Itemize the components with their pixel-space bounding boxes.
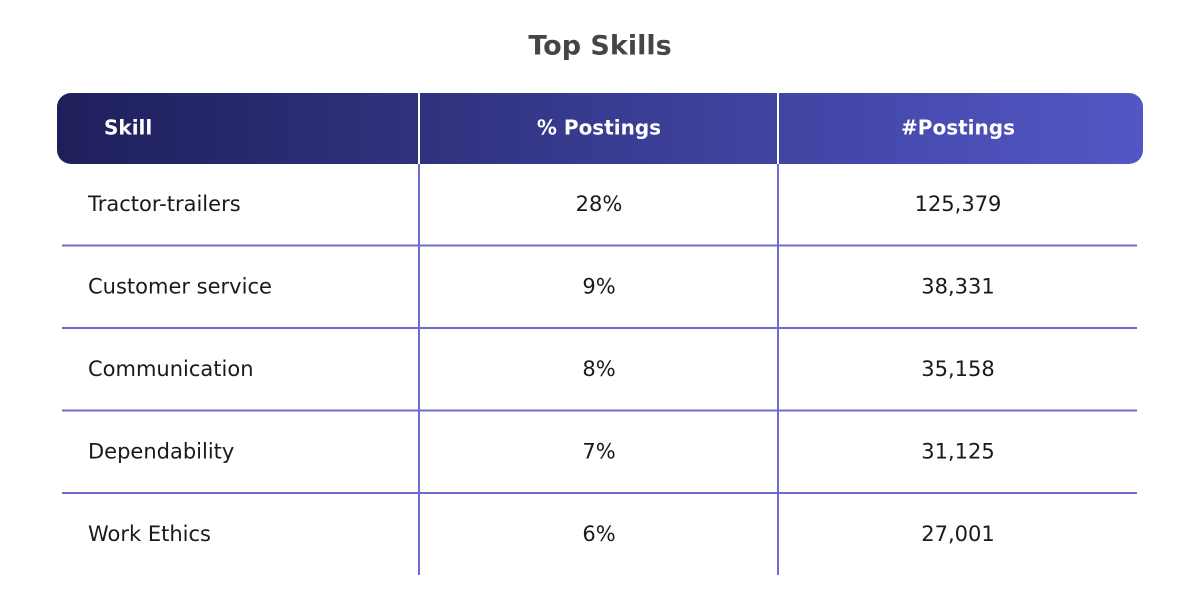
table-cell: 8%	[582, 357, 615, 381]
table-cell: 6%	[582, 522, 615, 546]
table-cell: 7%	[582, 440, 615, 464]
table-cell: 125,379	[915, 192, 1002, 216]
table-cell: Work Ethics	[88, 522, 211, 546]
table-cell: 9%	[582, 275, 615, 299]
table-cell: 31,125	[921, 440, 994, 464]
column-header: Skill	[104, 116, 152, 140]
header-bar	[57, 93, 1143, 164]
table-cell: 27,001	[921, 522, 994, 546]
table-cell: Customer service	[88, 275, 272, 299]
table-cell: Dependability	[88, 440, 234, 464]
table-cell: Tractor-trailers	[87, 192, 241, 216]
table-cell: 38,331	[921, 275, 994, 299]
title: Top Skills	[528, 31, 671, 62]
table-cell: Communication	[88, 357, 254, 381]
table-cell: 28%	[576, 192, 623, 216]
column-header: #Postings	[901, 116, 1015, 140]
column-header: % Postings	[537, 116, 661, 140]
table-cell: 35,158	[921, 357, 994, 381]
